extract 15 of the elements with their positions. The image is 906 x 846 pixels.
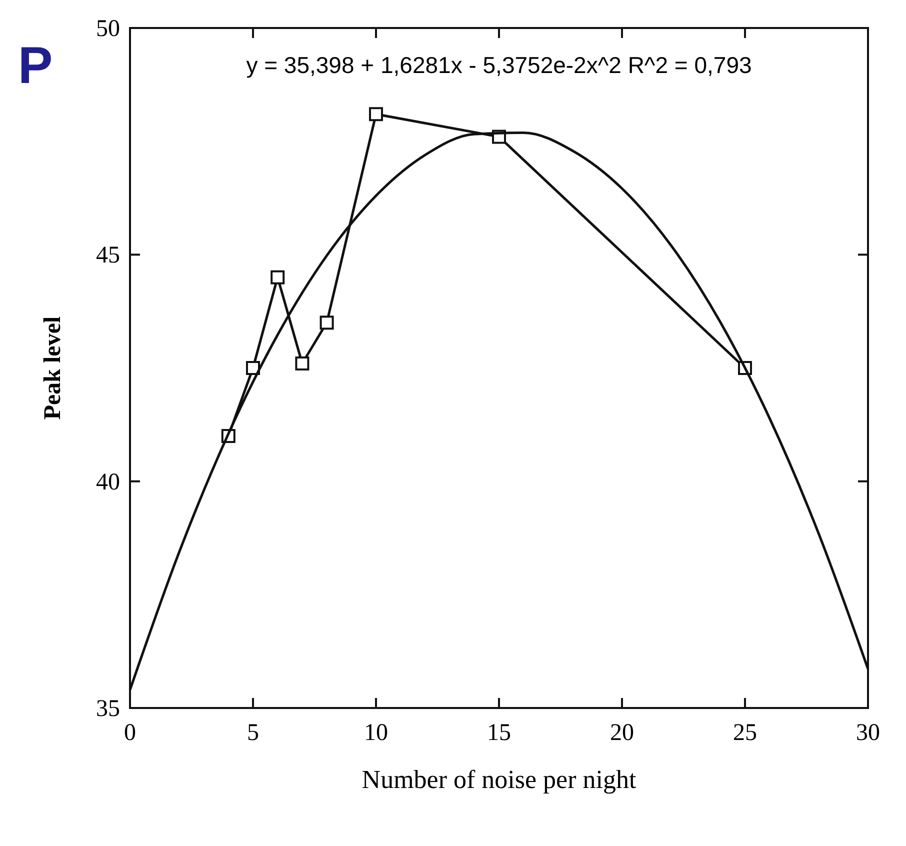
x-tick-label: 10 — [364, 720, 388, 746]
x-tick-label: 0 — [124, 720, 136, 746]
x-tick-label: 5 — [247, 720, 259, 746]
y-axis-title: Peak level — [40, 316, 66, 420]
y-tick-label: 45 — [96, 242, 120, 269]
x-axis-title: Number of noise per night — [362, 765, 637, 794]
y-tick-label: 40 — [96, 469, 120, 496]
x-tick-label: 25 — [733, 720, 757, 746]
x-tick-label: 15 — [487, 720, 511, 746]
y-tick-label: 35 — [96, 696, 120, 722]
x-tick-label: 30 — [856, 720, 880, 746]
x-tick-label: 20 — [610, 720, 634, 746]
y-tick-label: 50 — [96, 16, 120, 42]
text: P — [18, 37, 53, 95]
annotation: y = 35,398 + 1,6281x - 5,3752e-2x^2 R^2 = 0,793 — [246, 52, 752, 78]
